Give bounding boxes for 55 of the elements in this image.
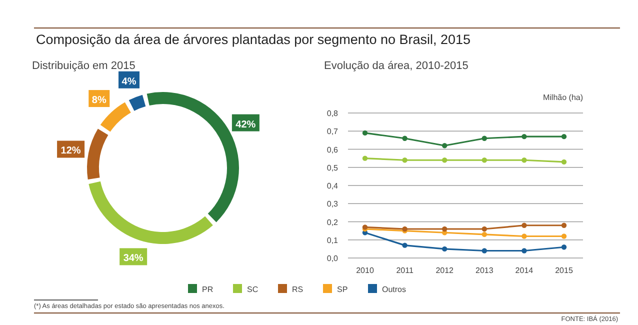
point <box>442 226 448 232</box>
point <box>522 158 527 163</box>
x-tick-label: 2012 <box>436 266 454 275</box>
y-tick-label: 0,8 <box>326 109 339 118</box>
point <box>482 226 487 232</box>
y-axis-title: Milhão (ha) <box>542 93 584 102</box>
point <box>362 156 368 161</box>
point <box>561 222 567 228</box>
y-tick-label: 0,2 <box>326 218 339 227</box>
point <box>362 130 368 136</box>
point <box>442 158 448 163</box>
point <box>522 248 527 254</box>
x-tick-label: 2015 <box>555 266 574 275</box>
y-tick-label: 0,6 <box>326 145 339 154</box>
y-tick-label: 0,3 <box>326 200 339 209</box>
x-tick-label: 2011 <box>396 266 414 275</box>
y-tick-label: 0,7 <box>326 127 339 136</box>
point <box>561 159 567 165</box>
chart-title: Composição da área de árvores plantadas por segmento no Brasil, 2015 <box>36 32 471 47</box>
data-label: 8% <box>92 95 106 106</box>
donut-slice <box>88 181 213 244</box>
y-tick-label: 0,4 <box>326 182 339 190</box>
point <box>482 232 487 238</box>
y-tick-label: 0,1 <box>326 236 339 245</box>
data-label: 4% <box>122 76 136 88</box>
legend-label: SP <box>337 285 348 294</box>
point <box>482 248 487 254</box>
point <box>522 234 527 239</box>
chart-subtitle: Distribuição em 2015 <box>32 60 136 72</box>
point <box>442 246 448 252</box>
point <box>522 134 527 140</box>
point <box>561 244 567 250</box>
x-tick-label: 2013 <box>476 266 494 275</box>
point <box>402 136 408 141</box>
chart-subtitle: Evolução da área, 2010-2015 <box>324 60 468 72</box>
point <box>402 158 408 163</box>
point <box>482 136 487 141</box>
legend-label: PR <box>202 285 214 294</box>
y-tick-label: 0,5 <box>326 163 339 172</box>
point <box>522 222 527 228</box>
x-tick-label: 2010 <box>356 266 374 275</box>
point <box>561 134 567 140</box>
data-label: 42% <box>236 119 256 130</box>
donut-slice <box>100 102 131 132</box>
point <box>402 242 408 248</box>
data-label: 12% <box>60 146 81 157</box>
legend-label: SC <box>247 285 258 294</box>
data-label: 34% <box>123 253 144 264</box>
point <box>442 143 448 148</box>
point <box>482 158 487 163</box>
legend-label: RS <box>292 285 304 294</box>
point <box>561 234 567 239</box>
x-tick-label: 2014 <box>515 266 534 275</box>
y-tick-label: 0,0 <box>326 254 339 263</box>
legend-label: Outros <box>382 285 406 294</box>
